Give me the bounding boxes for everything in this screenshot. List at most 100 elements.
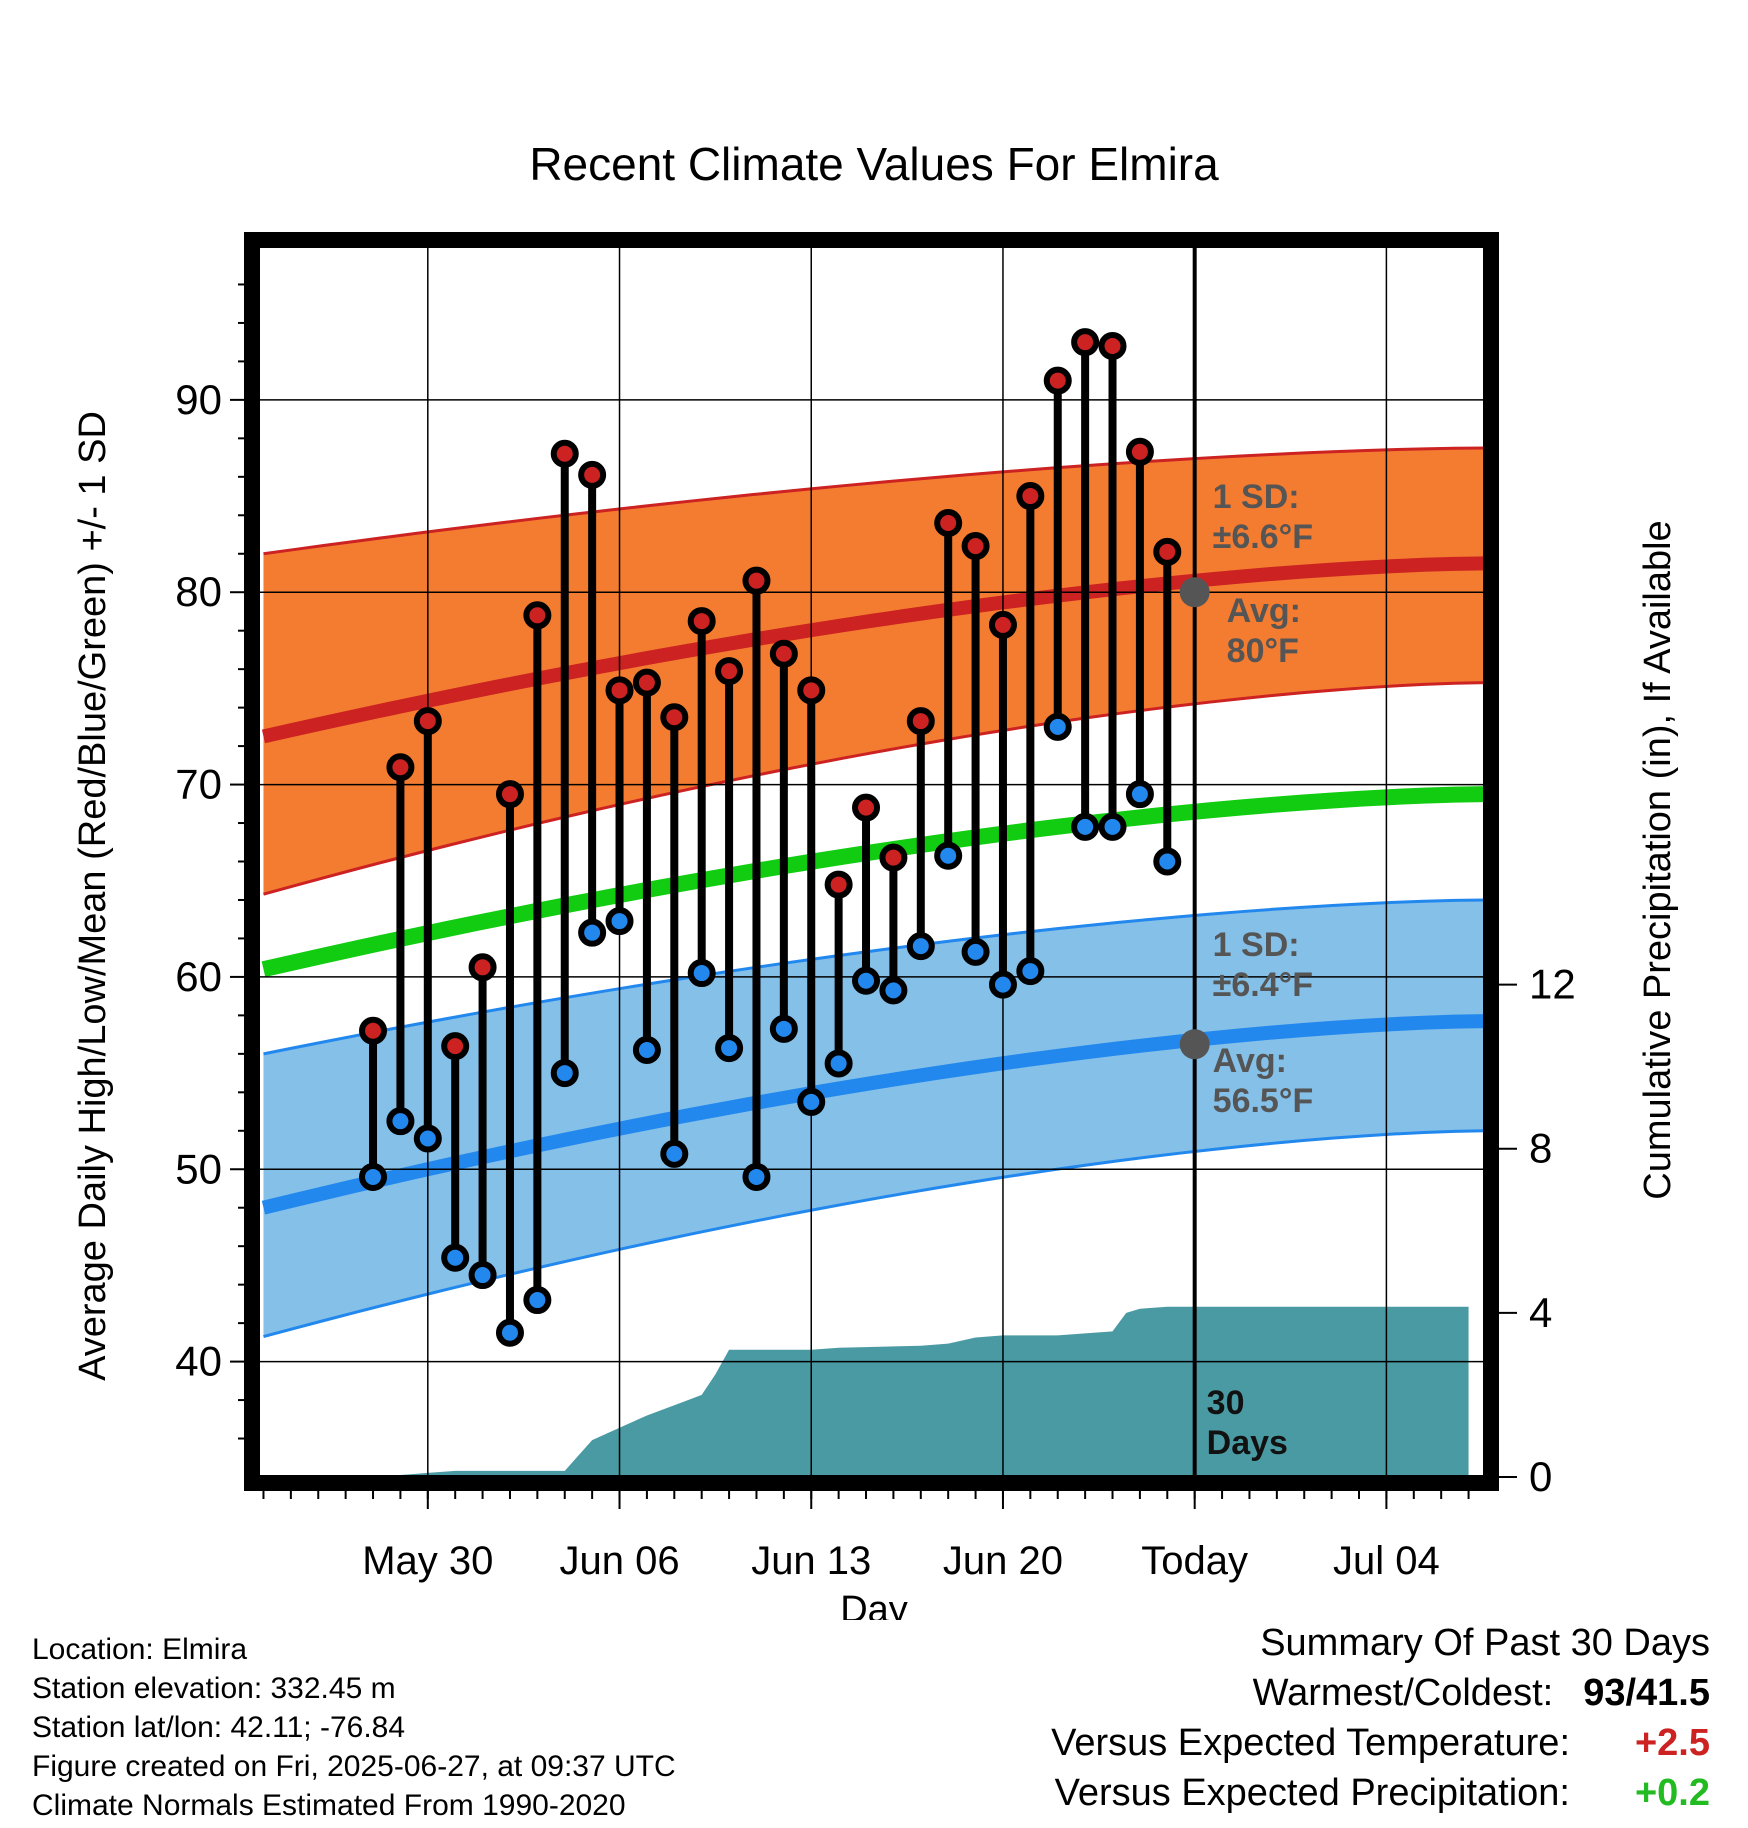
low-sd-band-upper-edge	[263, 898, 1485, 1056]
low-point	[359, 1162, 388, 1191]
low-point	[687, 959, 716, 988]
y2-tick-label: 4	[1529, 1289, 1552, 1336]
low-point	[906, 932, 935, 961]
low-avg-annotation: Avg:	[1213, 1042, 1287, 1080]
low-sd-annotation: ±6.4°F	[1213, 966, 1313, 1004]
low-point	[550, 1059, 579, 1088]
x-tick-label: Jun 06	[559, 1539, 679, 1583]
warm-cold-value: 93/41.5	[1583, 1672, 1710, 1714]
low-point	[413, 1124, 442, 1153]
high-point	[715, 657, 744, 686]
y-tick-label: 80	[175, 568, 222, 615]
low-point	[605, 907, 634, 936]
low-sd-band	[263, 899, 1485, 1337]
high-point	[879, 843, 908, 872]
precip-area	[345, 1306, 1469, 1477]
normal-high-line	[261, 556, 1485, 744]
low-point	[852, 966, 881, 995]
low-point	[1125, 780, 1154, 809]
high-point	[769, 639, 798, 668]
high-point	[413, 707, 442, 736]
x-tick-label: Today	[1141, 1539, 1248, 1583]
high-point	[550, 439, 579, 468]
high-avg-annotation: Avg:	[1227, 592, 1301, 630]
avg-low-marker	[1179, 1029, 1210, 1060]
high-sd-annotation: ±6.6°F	[1213, 518, 1313, 556]
high-point	[359, 1016, 388, 1045]
plot-frame	[244, 232, 1499, 1491]
high-sd-annotation: 1 SD:	[1213, 478, 1300, 516]
high-point	[1098, 332, 1127, 361]
low-point	[988, 970, 1017, 999]
high-point	[1153, 537, 1182, 566]
low-point	[441, 1243, 470, 1272]
days-annotation: 30	[1207, 1384, 1245, 1422]
location-text: Location: Elmira	[32, 1633, 248, 1666]
low-point	[632, 1035, 661, 1064]
high-point	[1071, 328, 1100, 357]
high-point	[523, 601, 552, 630]
latlon-text: Station lat/lon: 42.11; -76.84	[32, 1711, 406, 1744]
high-point	[1125, 437, 1154, 466]
temp-value: +2.5	[1634, 1722, 1710, 1764]
high-point	[441, 1032, 470, 1061]
low-point	[1071, 812, 1100, 841]
low-point	[1043, 712, 1072, 741]
summary-warm-cold: Warmest/Coldest: 93/41.5	[1051, 1672, 1710, 1722]
precip-value: +0.2	[1634, 1772, 1710, 1814]
y2-tick-label: 12	[1529, 961, 1576, 1008]
low-point	[495, 1318, 524, 1347]
high-point	[468, 953, 497, 982]
low-point	[1098, 812, 1127, 841]
y2-tick-label: 0	[1529, 1453, 1552, 1500]
station-info: Location: Elmira Station elevation: 332.…	[32, 1630, 676, 1825]
high-point	[605, 676, 634, 705]
high-point	[797, 676, 826, 705]
low-point	[797, 1087, 826, 1116]
high-point	[824, 870, 853, 899]
low-point	[386, 1107, 415, 1136]
high-point	[632, 668, 661, 697]
summary-title: Summary Of Past 30 Days	[1260, 1622, 1710, 1664]
high-point	[988, 610, 1017, 639]
y-tick-label: 60	[175, 953, 222, 1000]
high-point	[961, 532, 990, 561]
low-point	[1153, 847, 1182, 876]
high-point	[1016, 482, 1045, 511]
low-sd-band-lower-edge	[263, 1129, 1485, 1339]
high-point	[906, 707, 935, 736]
low-point	[523, 1286, 552, 1315]
warm-cold-label: Warmest/Coldest:	[1252, 1672, 1554, 1714]
precip-label: Versus Expected Precipitation:	[1054, 1772, 1570, 1814]
high-sd-band-upper-edge	[263, 446, 1485, 556]
elevation-text: Station elevation: 332.45 m	[32, 1672, 396, 1705]
high-point	[386, 753, 415, 782]
x-tick-label: May 30	[362, 1539, 493, 1583]
low-point	[879, 976, 908, 1005]
low-point	[769, 1014, 798, 1043]
high-point	[934, 508, 963, 537]
y2-tick-label: 8	[1529, 1125, 1552, 1172]
summary-precip: Versus Expected Precipitation: +0.2	[1051, 1772, 1710, 1822]
days-annotation: Days	[1207, 1424, 1288, 1462]
high-point	[742, 566, 771, 595]
high-avg-annotation: 80°F	[1227, 632, 1299, 670]
x-tick-label: Jun 13	[751, 1539, 871, 1583]
normal-mean-line	[261, 786, 1485, 978]
high-sd-band-lower-edge	[263, 681, 1485, 896]
normals-text: Climate Normals Estimated From 1990-2020	[32, 1789, 626, 1822]
normal-low-line	[261, 1014, 1485, 1215]
high-point	[578, 460, 607, 489]
high-sd-band	[263, 447, 1485, 895]
low-point	[660, 1139, 689, 1168]
low-point	[742, 1162, 771, 1191]
y-tick-label: 40	[175, 1338, 222, 1385]
high-point	[1043, 366, 1072, 395]
chart-title: Recent Climate Values For Elmira	[529, 138, 1219, 190]
low-point	[934, 841, 963, 870]
low-avg-annotation: 56.5°F	[1213, 1082, 1314, 1120]
created-text: Figure created on Fri, 2025-06-27, at 09…	[32, 1750, 676, 1783]
high-point	[660, 703, 689, 732]
y-tick-label: 50	[175, 1145, 222, 1192]
